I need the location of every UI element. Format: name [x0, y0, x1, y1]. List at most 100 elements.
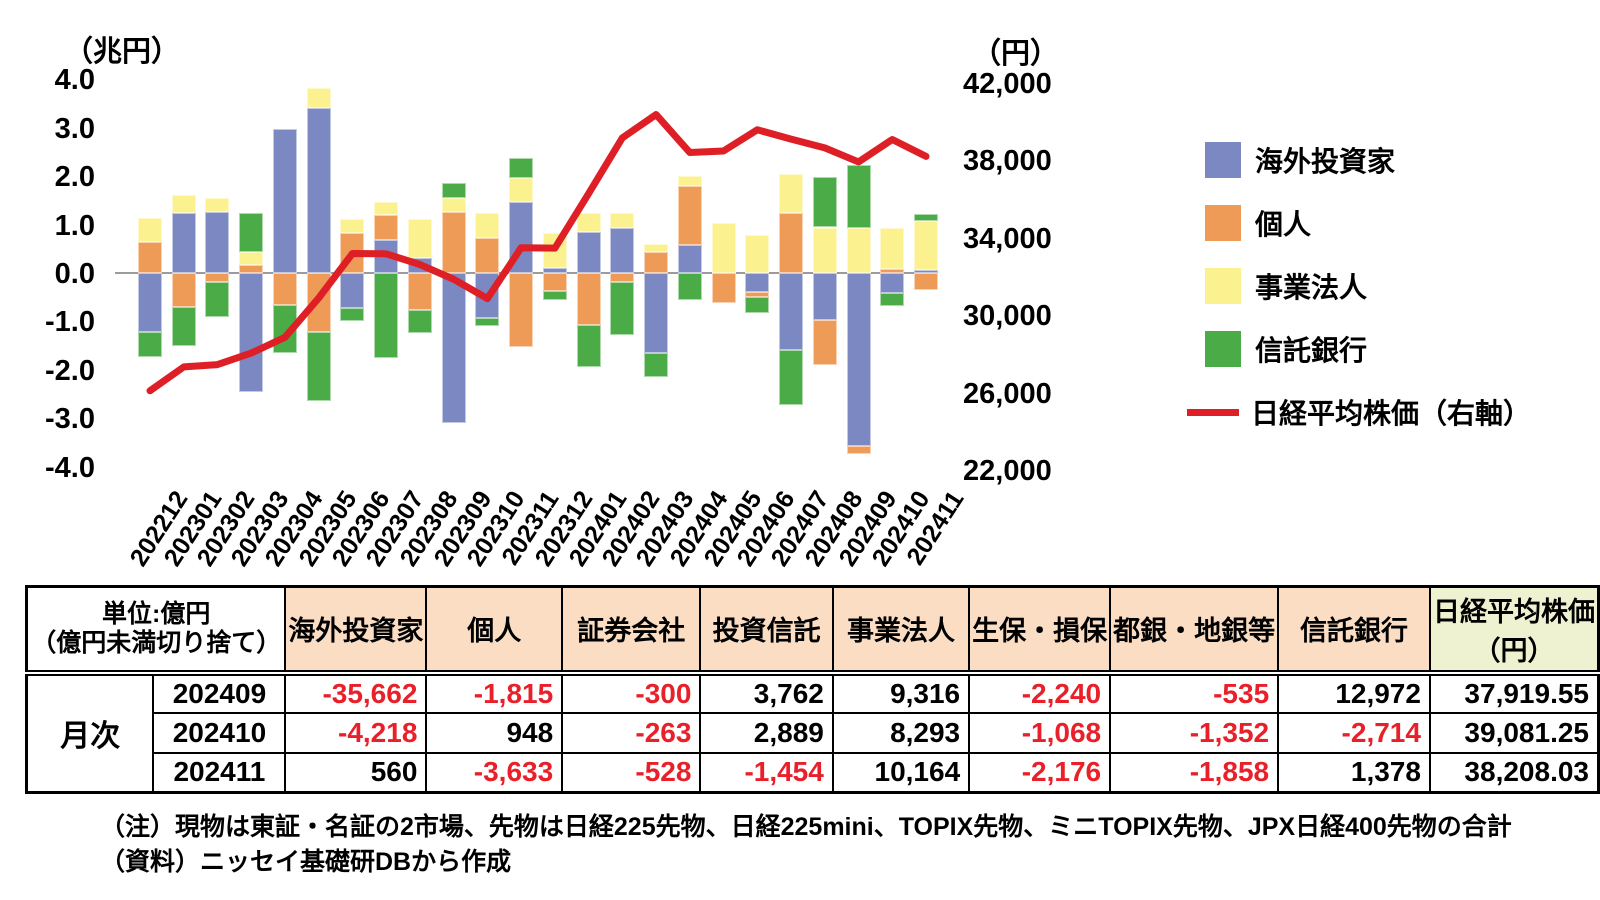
bar-segment-海外投資家-202302 — [205, 212, 230, 273]
bar-segment-海外投資家-202305 — [306, 108, 331, 273]
bar-segment-海外投資家-202410 — [880, 273, 905, 294]
bar-segment-個人-202404 — [677, 186, 702, 245]
bar-segment-海外投資家-202306 — [340, 273, 365, 309]
bar-segment-個人-202311 — [509, 273, 534, 347]
footnote-source-note: （注）現物は東証・名証の2市場、先物は日経225先物、日経225mini、TOP… — [100, 813, 1512, 841]
bar-segment-事業法人-202305 — [306, 87, 331, 109]
bar-segment-事業法人-202311 — [509, 178, 534, 202]
legend-label: 信託銀行 — [1255, 335, 1368, 366]
bar-segment-信託銀行-202404 — [677, 273, 702, 301]
table-cell-事業法人-202411: 10,164 — [831, 751, 971, 794]
legend-label: 事業法人 — [1255, 272, 1368, 303]
bar-segment-海外投資家-202404 — [677, 244, 702, 273]
bar-segment-事業法人-202308 — [407, 219, 432, 258]
bar-segment-個人-202403 — [644, 251, 669, 273]
bar-segment-個人-202305 — [306, 273, 331, 333]
legend-item-事業法人: 事業法人 — [1187, 268, 1531, 304]
bar-segment-個人-202401 — [576, 273, 601, 325]
bar-segment-信託銀行-202309 — [441, 182, 466, 198]
legend-label: 個人 — [1255, 209, 1312, 240]
table-month-cell: 202410 — [152, 711, 287, 754]
table-cell-生保・損保-202410: -1,068 — [968, 711, 1112, 754]
table-cell-信託銀行-202409: 12,972 — [1277, 671, 1431, 714]
bar-segment-信託銀行-202304 — [272, 305, 297, 354]
bar-segment-信託銀行-202310 — [475, 318, 500, 327]
bar-segment-海外投資家-202212 — [138, 273, 162, 333]
bar-segment-海外投資家-202406 — [745, 273, 770, 292]
table-cell-都銀・地銀等-202410: -1,352 — [1109, 711, 1280, 754]
bar-segment-個人-202411 — [914, 273, 939, 291]
table-row-202409: 月次 202409 -35,662 -1,815 -300 3,762 9,316 -2,24… — [25, 671, 1600, 794]
bar-segment-信託銀行-202302 — [205, 282, 230, 318]
left-tick--1.0: -1.0 — [45, 306, 95, 339]
table-cell-個人-202409: -1,815 — [425, 671, 564, 714]
legend-item-個人: 個人 — [1187, 205, 1531, 241]
table-col-header-生保・損保: 生保・損保 — [968, 585, 1112, 676]
table-cell-都銀・地銀等-202409: -535 — [1109, 671, 1280, 714]
right-tick-22,000: 22,000 — [963, 455, 1052, 487]
left-tick--4.0: -4.0 — [45, 451, 95, 484]
bar-segment-個人-202408 — [812, 319, 837, 365]
table-cell-証券会社-202411: -528 — [561, 751, 702, 794]
bar-segment-事業法人-202306 — [340, 219, 365, 234]
legend-swatch-icon — [1205, 205, 1241, 241]
bar-segment-事業法人-202410 — [880, 228, 905, 269]
bar-segment-信託銀行-202303 — [239, 212, 264, 252]
left-tick-4.0: 4.0 — [54, 64, 95, 97]
bar-segment-事業法人-202403 — [644, 243, 669, 252]
bar-segment-信託銀行-202301 — [171, 306, 196, 346]
legend-item-日経平均株価（右軸）: 日経平均株価（右軸） — [1187, 394, 1531, 430]
bar-segment-信託銀行-202307 — [374, 273, 399, 359]
bar-segment-個人-202212 — [138, 241, 162, 273]
bar-segment-海外投資家-202407 — [779, 273, 804, 350]
bar-segment-信託銀行-202403 — [644, 352, 669, 377]
bar-segment-事業法人-202303 — [239, 251, 264, 266]
bar-segment-海外投資家-202409 — [846, 273, 871, 446]
table-row-202411: 202411 560 -3,633 -528 -1,454 10,164 -2,176 -1,… — [27, 751, 1600, 794]
table-cell-日経平均株価-202411: 38,208.03 — [1428, 751, 1600, 794]
table-col-header-海外投資家: 海外投資家 — [284, 585, 428, 676]
bar-segment-事業法人-202401 — [576, 212, 601, 232]
table-cell-証券会社-202410: -263 — [561, 711, 702, 754]
bar-segment-信託銀行-202212 — [138, 332, 162, 357]
bar-segment-事業法人-202312 — [542, 233, 567, 269]
bar-segment-事業法人-202406 — [745, 235, 770, 273]
table-cell-日経平均株価-202409: 37,919.55 — [1428, 671, 1600, 714]
bar-segment-個人-202304 — [272, 273, 297, 306]
table-col-header-日経平均株価: 日経平均株価 （円） — [1428, 585, 1600, 676]
legend-swatch-icon — [1205, 331, 1241, 367]
bar-segment-個人-202310 — [475, 238, 500, 273]
bar-segment-個人-202409 — [846, 445, 871, 455]
bar-segment-信託銀行-202408 — [812, 176, 837, 228]
table-header: 単位:億円 （億円未満切り捨て） 海外投資家 個人 証券会社 投資信託 事業法人 生保・損保都… — [25, 585, 1600, 676]
bar-segment-信託銀行-202305 — [306, 332, 331, 402]
bar-segment-個人-202407 — [779, 212, 804, 273]
bar-segment-個人-202312 — [542, 273, 567, 292]
table-col-header-証券会社: 証券会社 — [561, 585, 702, 676]
bar-segment-個人-202301 — [171, 273, 196, 307]
bar-segment-事業法人-202301 — [171, 195, 196, 214]
bar-segment-事業法人-202405 — [711, 223, 736, 273]
table-cell-生保・損保-202411: -2,176 — [968, 751, 1112, 794]
footnotes: （注）現物は東証・名証の2市場、先物は日経225先物、日経225mini、TOP… — [100, 810, 1512, 880]
left-axis-title: （兆円） — [64, 36, 181, 68]
bar-segment-海外投資家-202311 — [509, 201, 534, 273]
bar-segment-海外投資家-202308 — [407, 257, 432, 273]
right-tick-30,000: 30,000 — [963, 300, 1052, 333]
bar-segment-事業法人-202408 — [812, 227, 837, 273]
nikkei-line — [146, 111, 930, 395]
table-cell-信託銀行-202410: -2,714 — [1277, 711, 1431, 754]
table-cell-証券会社-202409: -300 — [561, 671, 702, 714]
bar-segment-信託銀行-202411 — [914, 213, 939, 221]
legend-swatch-icon — [1205, 268, 1241, 304]
table-col-header-信託銀行: 信託銀行 — [1277, 585, 1431, 676]
bar-segment-個人-202308 — [407, 273, 432, 310]
legend-line-icon — [1187, 408, 1239, 416]
table-month-cell: 202409 — [152, 671, 287, 714]
bar-segment-個人-202402 — [610, 273, 635, 282]
right-axis-title: （円） — [972, 38, 1060, 70]
bar-segment-海外投資家-202310 — [475, 273, 500, 318]
bar-segment-個人-202309 — [441, 211, 466, 273]
bar-segment-個人-202410 — [880, 268, 905, 273]
bar-segment-信託銀行-202306 — [340, 308, 365, 322]
